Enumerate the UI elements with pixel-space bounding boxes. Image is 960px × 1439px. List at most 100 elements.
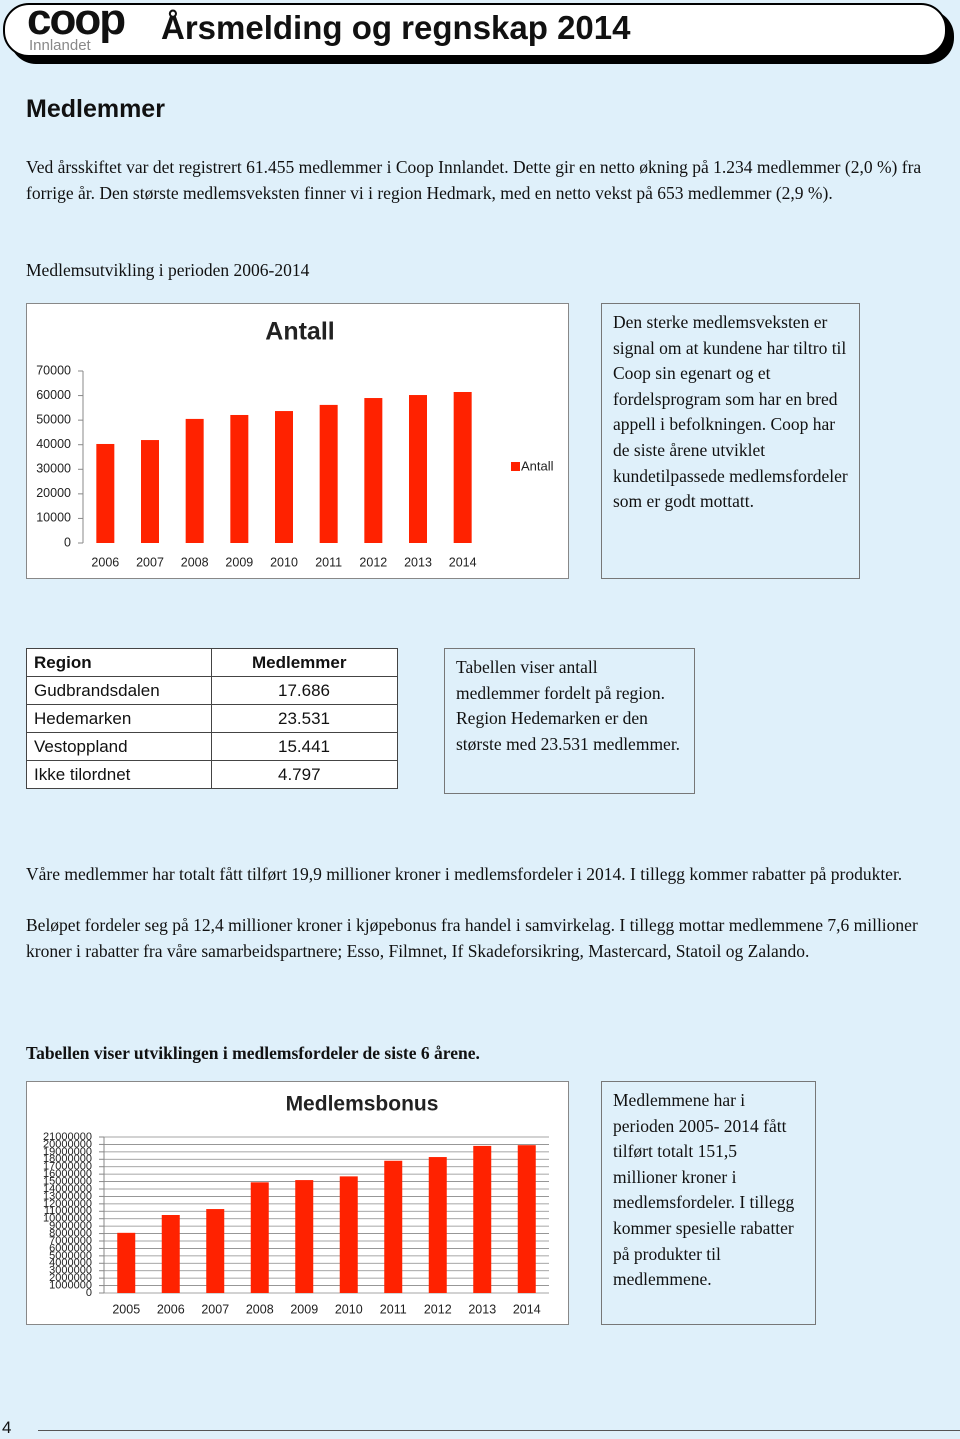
header-title: Årsmelding og regnskap 2014 [161,9,631,46]
table: Region Medlemmer Gudbrandsdalen 17.686 Hed… [26,648,398,789]
y-tick-label: 40000 [36,437,71,451]
table-cell: Gudbrandsdalen [26,676,212,705]
note: Tabellen viser antall medlemmer fordelt … [444,648,695,794]
header-cell: Region [26,648,212,677]
y-tick-label: 14000000 [43,1183,92,1195]
y-tick-label: 70000 [36,363,71,377]
y-tick-label: 10000000 [43,1213,92,1225]
note: Medlemmene har i perioden 2005- 2014 fåt… [601,1081,816,1325]
y-tick-label: 11000000 [44,1205,92,1217]
x-tick-label: 2005 [112,1302,140,1316]
y-tick-label: 2000000 [49,1272,92,1284]
y-tick-label: 13000000 [43,1190,92,1202]
table-row: Vestoppland 15.441 [26,732,398,761]
table-row: Ikke tilordnet 4.797 [26,760,398,789]
y-tick-label: 1000000 [49,1279,92,1291]
bar [295,1180,314,1293]
paragraph: Beløpet fordeler seg på 12,4 millioner k… [26,915,918,961]
y-tick-label: 8000000 [49,1227,92,1239]
chart-caption: Medlemsutvikling i perioden 2006-2014 [26,260,310,280]
y-tick-label: 21000000 [43,1131,92,1143]
y-tick-label: 10000 [36,511,71,525]
bar [275,411,293,543]
bar [96,443,115,543]
bar [141,440,159,543]
header-bar: coop Innlandet Årsmelding og regnskap 20… [3,0,947,57]
table-cell: Vestoppland [26,732,212,761]
bar [250,1182,269,1293]
x-tick-label: 2010 [335,1302,363,1316]
y-tick-label: 16000000 [43,1168,92,1180]
x-tick-label: 2013 [468,1302,496,1316]
bar [161,1215,180,1293]
bar [517,1145,536,1293]
logo: coop [27,0,126,44]
y-tick-label: 20000000 [43,1138,92,1150]
y-tick-label: 18000000 [43,1153,92,1165]
x-tick-label: 2011 [380,1302,407,1316]
bar [453,391,472,543]
y-tick-label: 5000000 [49,1250,92,1262]
bar [185,418,204,543]
bar [206,1209,225,1293]
bar [339,1176,358,1293]
chart-title: Medlemsbonus [286,1093,439,1116]
heading: Medlemmer [26,95,165,123]
y-tick-label: 19000000 [43,1146,92,1158]
footer-rule [38,1430,960,1431]
bar [230,414,249,543]
x-tick-label: 2014 [513,1302,541,1316]
chart-title: Antall [265,318,334,346]
y-tick-label: 0 [86,1287,92,1299]
y-tick-label: 60000 [36,388,71,402]
y-tick-label: 20000 [36,486,71,500]
bar [364,398,383,543]
x-tick-label: 2011 [315,555,342,569]
table-cell: 23.531 [211,704,398,733]
y-tick-label: 6000000 [49,1242,92,1254]
paragraph: Våre medlemmer har totalt fått tilført 1… [26,864,903,884]
chart: Medlemsbonus 0100000020000003000000400000… [26,1081,569,1325]
header-cell: Medlemmer [211,648,398,677]
table-cell: Ikke tilordnet [26,760,212,789]
chart: Antall 0 10000 20000 30000 40000 50000 60000 700… [26,303,569,579]
table-cell: 15.441 [211,732,398,761]
bar [409,395,427,543]
y-tick-label: 9000000 [49,1220,92,1232]
y-tick-label: 50000 [36,412,71,426]
x-tick-label: 2013 [404,555,432,569]
x-tick-label: 2009 [225,555,253,569]
x-tick-label: 2008 [181,555,209,569]
logo-region: Innlandet [29,37,91,54]
bar [117,1232,136,1293]
y-tick-label: 7000000 [49,1235,92,1247]
y-tick-label: 0 [64,535,71,549]
bar [319,404,338,543]
legend-label: Antall [521,458,554,473]
y-tick-label: 4000000 [49,1257,92,1269]
x-tick-label: 2007 [136,555,164,569]
bar [384,1160,403,1293]
x-tick-label: 2012 [359,555,387,569]
table-body: Gudbrandsdalen 17.686 Hedemarken 23.531 Vest… [26,676,398,789]
y-tick-label: 30000 [36,462,71,476]
table-row: Gudbrandsdalen 17.686 [26,676,398,705]
x-tick-label: 2007 [201,1302,229,1316]
table-row: Hedemarken 23.531 [26,704,398,733]
intro: Ved årsskiftet var det registrert 61.455… [26,157,922,203]
y-tick-label: 15000000 [43,1175,92,1187]
legend-swatch [511,462,520,471]
x-tick-label: 2008 [246,1302,274,1316]
chart-caption: Tabellen viser utviklingen i medlemsford… [26,1043,480,1063]
x-tick-label: 2006 [91,555,119,569]
note: Den sterke medlemsveksten er signal om a… [601,303,860,579]
y-tick-label: 12000000 [43,1198,92,1210]
y-tick-label: 17000000 [43,1161,92,1173]
x-tick-label: 2006 [157,1302,185,1316]
x-tick-label: 2009 [290,1302,318,1316]
x-tick-label: 2014 [449,555,477,569]
bar [473,1145,492,1293]
x-tick-label: 2012 [424,1302,452,1316]
x-tick-label: 2010 [270,555,298,569]
